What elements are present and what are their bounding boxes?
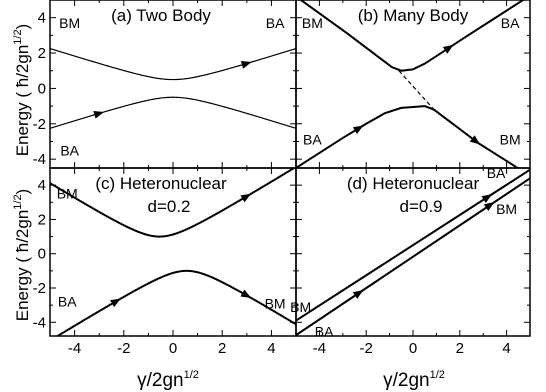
arrowhead [481, 194, 493, 203]
arrowhead [240, 61, 252, 69]
curve-label: BA [60, 142, 79, 158]
x-tick-label: 4 [267, 340, 275, 357]
panel-frame [295, 0, 531, 169]
series-line-2 [398, 70, 435, 111]
curve-label: BM [57, 186, 78, 202]
arrowhead [93, 110, 104, 119]
arrowhead [110, 298, 121, 308]
series-group [50, 168, 296, 336]
y-tick-label: 2 [38, 45, 46, 62]
panel-frame [49, 0, 297, 169]
curve-label: BM [265, 295, 286, 311]
curve-label: BM [302, 15, 323, 31]
y-tick-label: 4 [38, 10, 46, 27]
x-axis-label-right: γ/2gn1/2 [383, 369, 445, 391]
series-line-0 [50, 168, 296, 238]
arrowhead [240, 193, 252, 203]
x-tick-label: 2 [218, 340, 226, 357]
curve-label: BA [266, 15, 285, 31]
y-axis-label-bottom: Energy ( ħ/2gn1/2) [12, 189, 32, 321]
arrowhead [352, 125, 364, 135]
x-tick-label: -2 [360, 340, 373, 357]
panel-b: BM BA BA BM (b) Many Body [295, 0, 531, 169]
y-tick-label: -2 [33, 116, 46, 133]
panel-title: (a) Two Body [111, 6, 211, 25]
curve-label: BA [303, 132, 322, 148]
curve-label: BA [315, 324, 334, 340]
x-tick-label: 0 [169, 340, 177, 357]
y-tick-label: -4 [33, 314, 46, 331]
x-tick-label: 2 [456, 340, 464, 357]
series-line-1 [55, 269, 296, 336]
arrowhead [240, 289, 252, 298]
arrowhead [352, 290, 364, 299]
panel-frame [49, 167, 297, 337]
curve-label: BM [496, 201, 517, 217]
curve-label: BA [487, 165, 506, 181]
x-tick-label: 0 [409, 340, 417, 357]
curve-label: BM [290, 299, 311, 315]
panel-title: (d) Heteronuclear [347, 174, 480, 193]
curve-label: BA [501, 15, 520, 31]
y-tick-label: -2 [33, 280, 46, 297]
series-line-1 [296, 105, 520, 168]
y-tick-label: 0 [38, 80, 46, 97]
panel-c: -4 -2 0 2 4 -4 -2 0 2 4 BM BA BM (c) Heteronuclear d=0… [33, 167, 297, 357]
curve-label: BM [59, 15, 80, 31]
x-axis-label-left: γ/2gn1/2 [137, 369, 199, 391]
y-axis-label-top: Energy ( ħ/2gn1/2) [12, 24, 32, 156]
series-line-1 [50, 96, 296, 129]
arrowhead [483, 202, 495, 212]
series-group [50, 47, 296, 129]
panel-title: (c) Heteronuclear [95, 174, 227, 193]
x-tick-label: -4 [68, 340, 81, 357]
y-tick-label: 0 [38, 246, 46, 263]
x-tick-label: -2 [117, 340, 130, 357]
series-line-0 [50, 47, 296, 81]
series-line-0 [299, 0, 525, 72]
y-tick-label: -4 [33, 151, 46, 168]
arrowhead [442, 44, 454, 54]
panel-subtitle: d=0.2 [147, 197, 190, 216]
series-group [296, 0, 525, 168]
curve-label: BM [500, 132, 521, 148]
panel-a: -4 -2 0 2 4 BM BA BA (a) Two Body [33, 0, 297, 169]
series-group [296, 168, 530, 336]
panel-subtitle: d=0.9 [399, 197, 442, 216]
y-tick-label: 4 [38, 177, 46, 194]
x-tick-label: -4 [313, 340, 326, 357]
arrowhead [469, 135, 481, 145]
curve-label: BA [58, 294, 77, 310]
y-tick-label: 2 [38, 211, 46, 228]
x-tick-label: 4 [502, 340, 510, 357]
panel-title: (b) Many Body [358, 6, 469, 25]
